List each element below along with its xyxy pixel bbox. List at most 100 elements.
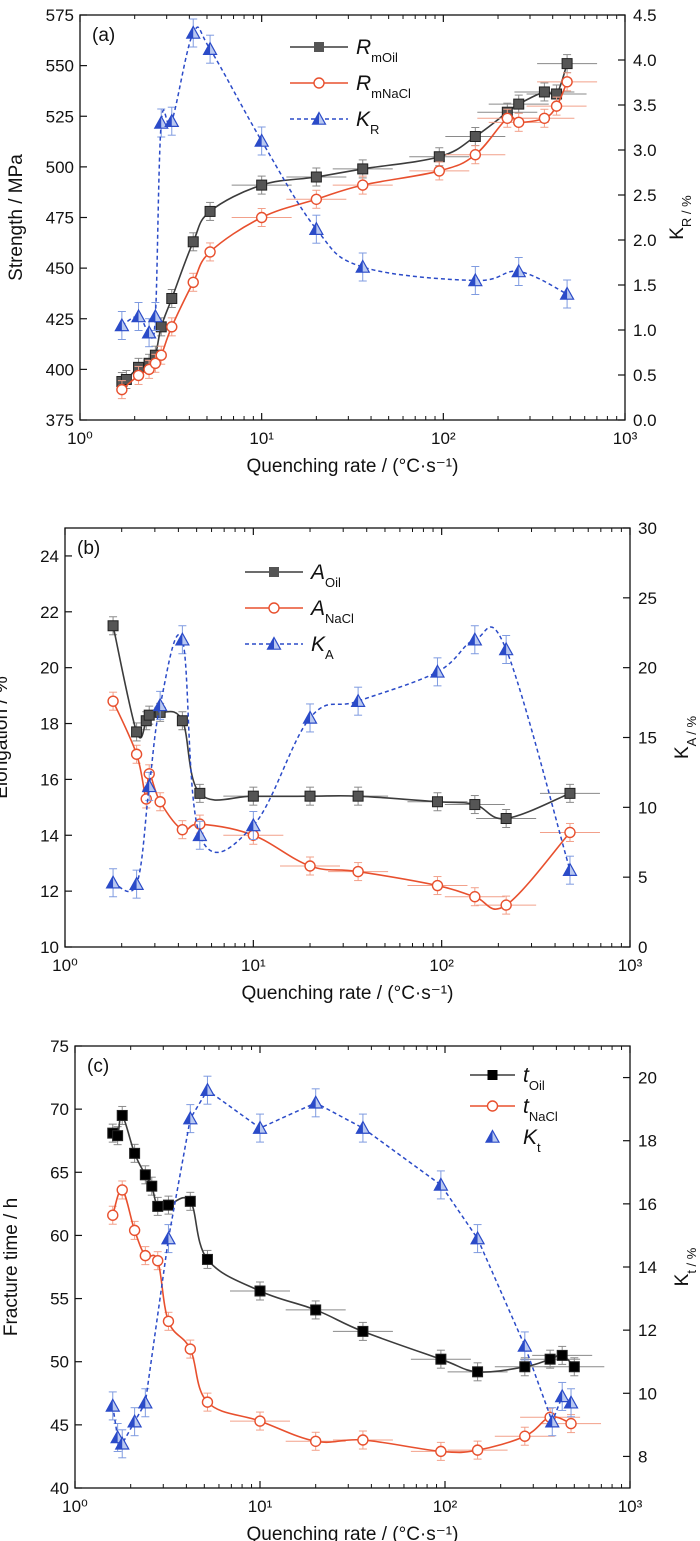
data-point-triangle-shade [200,1083,208,1096]
data-point-circle [304,860,316,872]
series-nacl [107,1180,602,1461]
x-tick-label: 10¹ [241,956,266,975]
data-point-square [564,787,576,799]
data-point-square [310,1304,322,1316]
y2-tick-label: 8 [638,1447,647,1466]
panel-tag: (c) [87,1056,109,1077]
data-point-square [568,1361,580,1373]
data-point-circle [128,1224,141,1237]
y-tick-label: 375 [46,411,74,430]
data-point-square [139,1169,151,1181]
series-k [105,1075,579,1459]
y2-tick-label: 4.5 [633,6,657,25]
y-tick-label: 525 [46,107,74,126]
data-point-circle [564,826,576,839]
y-tick-label: 475 [46,209,74,228]
y2-tick-label: 3.0 [633,141,657,160]
data-point-triangle-shade [253,1121,260,1134]
data-point-circle [201,1396,214,1408]
x-axis-title: Quenching rate / (°C·s⁻¹) [247,1524,459,1541]
legend: AOil ANaCl KA [245,561,354,662]
y-tick-label: 12 [40,882,59,901]
y-tick-label: 550 [46,57,74,76]
chart-panel-b: 10⁰ 10¹ 10² 10³ 10 12 14 16 18 20 22 24 0 5 10 15 20 25 30… [0,519,699,1004]
legend-marker-circle [486,1100,499,1112]
y2-tick-label: 5 [638,868,647,887]
legend-marker-circle [268,602,280,614]
data-point-square [187,236,199,248]
y-tick-label: 55 [50,1290,69,1309]
y2-tick-label: 15 [638,729,657,748]
legend-label: KA [311,633,334,662]
data-point-triangle-shade [309,222,317,235]
x-axis-title: Quenching rate / (°C·s⁻¹) [247,456,459,477]
y-tick-label: 18 [40,715,59,734]
y-tick-label: 16 [40,770,59,789]
data-point-triangle-shade [255,134,262,147]
x-tick-label: 10⁰ [67,429,93,448]
y-tick-label: 500 [46,158,74,177]
legend-marker-triangle-shade [267,637,274,650]
data-point-triangle-shade [165,114,172,127]
data-point-circle [538,112,551,124]
data-point-triangle-shade [471,1232,478,1244]
data-point-circle [154,796,166,808]
data-point-square [357,163,369,175]
y2-tick-label: 10 [638,1384,657,1403]
data-point-square [519,1361,531,1373]
data-point-triangle-shade [545,1415,553,1427]
x-axis-title: Quenching rate / (°C·s⁻¹) [242,983,454,1004]
y2-tick-label: 0.5 [633,366,657,385]
data-point-square [544,1353,556,1365]
data-point-circle [352,865,364,878]
series-k [114,18,575,348]
data-point-circle [500,899,512,911]
y2-axis-title: Kt / % [672,1247,699,1286]
series-oil [107,1105,605,1382]
data-point-square [204,205,216,217]
data-point-square [176,715,188,727]
series-line [112,1114,575,1373]
data-point-triangle-shade [128,1415,135,1427]
legend-marker-square [314,42,324,52]
y-tick-label: 22 [40,603,59,622]
data-point-circle [187,276,199,288]
data-point-square [143,709,155,721]
data-point-square [116,1109,128,1121]
data-point-triangle-shade [518,1339,525,1352]
data-point-circle [469,149,482,161]
legend-marker-triangle-shade [486,1130,493,1143]
data-point-square [201,1253,213,1265]
y2-tick-label: 14 [638,1258,657,1277]
y2-tick-label: 16 [638,1195,657,1214]
data-point-circle [469,891,481,903]
x-tick-label: 10² [429,956,454,975]
data-point-triangle-shade [309,1096,316,1109]
y2-tick-label: 0 [638,938,647,957]
y2-tick-label: 12 [638,1321,657,1340]
y-tick-label: 14 [40,826,59,845]
series-line [112,626,571,893]
y-tick-label: 45 [50,1416,69,1435]
series-nacl [116,72,598,400]
panel-tag: (b) [77,538,100,559]
data-point-square [131,726,143,738]
series-line [121,81,568,391]
data-point-square [129,1147,141,1159]
y-axis-title: Strength / MPa [6,154,27,281]
legend: RmOil RmNaCl KR [290,36,411,137]
y2-tick-label: 4.0 [633,51,657,70]
data-point-circle [162,1315,175,1328]
data-point-triangle-shade [564,1396,572,1408]
data-point-square [304,790,316,802]
data-point-triangle-shade [142,326,150,338]
y-tick-label: 60 [50,1226,69,1245]
data-point-circle [433,165,445,177]
y-tick-label: 70 [50,1100,69,1119]
data-point-circle [107,695,119,707]
data-point-circle [204,246,216,258]
data-point-circle [166,321,178,333]
legend-label: Kt [523,1126,541,1155]
legend-label: RmNaCl [356,72,411,101]
data-point-square [431,796,443,808]
